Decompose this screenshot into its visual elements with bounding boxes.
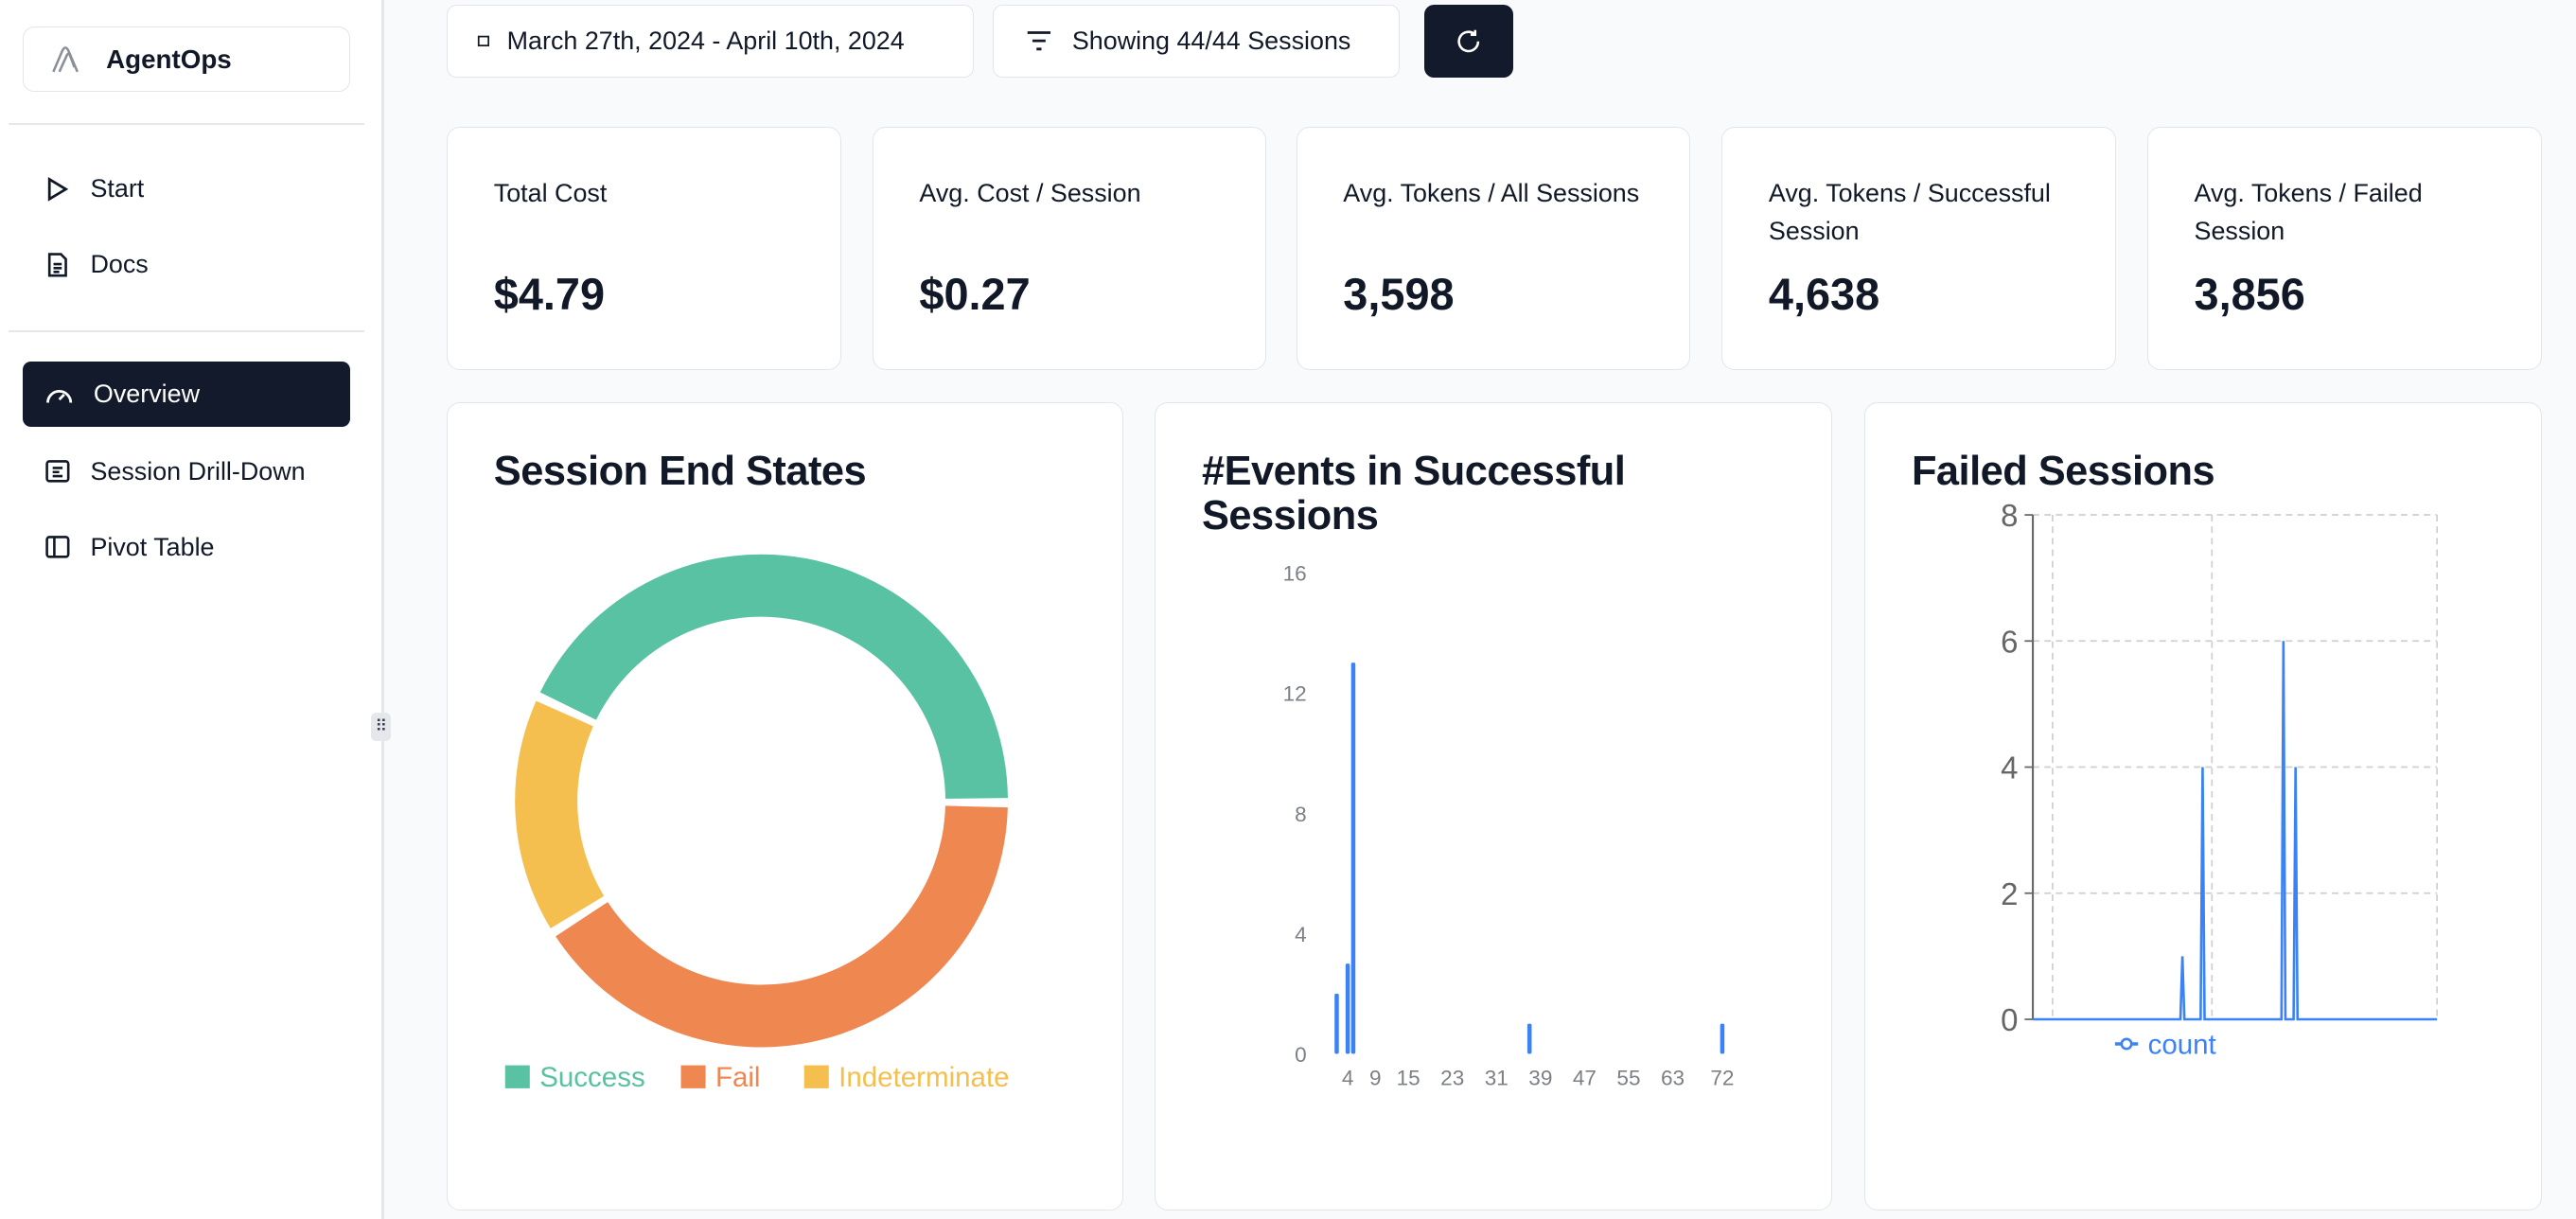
histogram-bar	[1720, 1023, 1725, 1054]
stat-value: 4,638	[1768, 269, 1880, 319]
legend-label: count	[2148, 1030, 2216, 1061]
session-filter-button[interactable]: Showing 44/44 Sessions	[992, 5, 1401, 78]
stat-card: Avg. Tokens / Failed Session 3,856	[2146, 126, 2542, 370]
brand-logo[interactable]: AgentOps	[23, 26, 351, 93]
stat-card: Avg. Tokens / All Sessions 3,598	[1296, 126, 1691, 370]
session-end-states-chart: Success Fail Indeterminate	[504, 555, 1010, 1093]
date-range-picker[interactable]: March 27th, 2024 - April 10th, 2024	[447, 5, 975, 78]
histogram-bar	[1351, 662, 1356, 1054]
stat-card: Total Cost $4.79	[447, 126, 841, 370]
histogram-bar	[1346, 963, 1350, 1054]
y-tick-label: 0	[2001, 1002, 2018, 1037]
sidebar-item-label: Start	[90, 174, 145, 203]
x-tick-label: 9	[1369, 1067, 1382, 1090]
stat-value: $0.27	[919, 269, 1031, 319]
x-tick-label: 39	[1529, 1067, 1553, 1090]
calendar-icon	[478, 36, 490, 47]
x-tick-label: 55	[1617, 1067, 1641, 1090]
document-icon	[47, 252, 67, 277]
histogram-bar	[1527, 1023, 1532, 1054]
pie-slice-fail	[556, 805, 1009, 1048]
sidebar-item-label: Overview	[93, 380, 200, 409]
date-range-label: March 27th, 2024 - April 10th, 2024	[506, 26, 905, 55]
sidebar-item-session-drill-down[interactable]: Session Drill-Down	[23, 439, 349, 504]
y-tick-label: 4	[1296, 923, 1308, 946]
legend-swatch	[680, 1065, 706, 1089]
legend-label: Indeterminate	[838, 1062, 1009, 1093]
pie-slice-indeterminate	[515, 700, 605, 929]
refresh-button[interactable]	[1424, 5, 1513, 78]
filter-icon	[1027, 31, 1051, 51]
chart-title: Failed Sessions	[1911, 448, 2215, 494]
failed-sessions-chart: 0 2 4 6 8 count	[2001, 499, 2439, 1061]
legend-label: Fail	[715, 1062, 761, 1093]
panel-icon	[45, 536, 70, 558]
legend-label: Success	[539, 1062, 645, 1093]
y-tick-label: 4	[2001, 751, 2018, 786]
count-series-line	[2033, 641, 2438, 1021]
legend-swatch	[803, 1065, 829, 1089]
stat-label: Avg. Cost / Session	[919, 179, 1141, 208]
y-tick-label: 0	[1296, 1043, 1308, 1067]
sidebar-item-start[interactable]: Start	[23, 156, 349, 221]
stat-label: Total Cost	[493, 179, 608, 208]
play-icon	[47, 176, 69, 202]
chart-title: Session End States	[493, 448, 867, 494]
sidebar-item-pivot-table[interactable]: Pivot Table	[23, 514, 349, 579]
brand-name: AgentOps	[106, 44, 232, 74]
legend-swatch	[504, 1065, 530, 1089]
y-tick-label: 8	[1296, 803, 1308, 826]
x-tick-label: 63	[1661, 1067, 1685, 1090]
x-tick-label: 31	[1485, 1067, 1509, 1090]
y-tick-label: 2	[2001, 876, 2018, 911]
stat-label: Avg. Tokens / Failed Session	[2194, 179, 2423, 245]
x-tick-label: 4	[1342, 1067, 1354, 1090]
y-tick-label: 16	[1283, 562, 1307, 586]
paperclip-logo-icon	[51, 45, 79, 72]
session-end-states-card: Session End States Success Fail Indetermin…	[447, 402, 1124, 1211]
stat-value: 3,856	[2194, 269, 2305, 319]
gauge-icon	[45, 389, 73, 403]
divider	[8, 329, 365, 332]
legend-marker-icon	[2120, 1037, 2133, 1051]
stat-card: Avg. Tokens / Successful Session 4,638	[1721, 126, 2116, 370]
y-tick-label: 12	[1283, 682, 1307, 706]
failed-sessions-card: Failed Sessions 0 2 4 6 8 count	[1864, 402, 2542, 1211]
events-successful-card: #Events in Successful Sessions 0 4 8 12 16 4 9…	[1155, 402, 1832, 1211]
x-tick-label: 15	[1397, 1067, 1420, 1090]
sidebar-item-label: Pivot Table	[90, 532, 215, 561]
chart-title: #Events in Successful Sessions	[1202, 448, 1626, 539]
pie-slice-success	[539, 555, 1009, 800]
session-filter-label: Showing 44/44 Sessions	[1071, 26, 1351, 55]
x-tick-label: 72	[1711, 1067, 1735, 1090]
stat-label: Avg. Tokens / Successful Session	[1768, 179, 2051, 245]
stat-value: $4.79	[493, 269, 606, 319]
x-tick-label: 47	[1573, 1067, 1597, 1090]
sidebar: AgentOps Start Docs Overview Session Dri…	[0, 0, 384, 1219]
list-icon	[45, 460, 70, 483]
stat-card: Avg. Cost / Session $0.27	[872, 126, 1267, 370]
y-tick-label: 6	[2001, 625, 2018, 660]
x-tick-label: 23	[1441, 1067, 1465, 1090]
sidebar-item-docs[interactable]: Docs	[23, 232, 349, 297]
refresh-icon	[1457, 29, 1480, 52]
stat-value: 3,598	[1343, 269, 1455, 319]
histogram-bar	[1334, 994, 1340, 1054]
sidebar-item-label: Docs	[90, 249, 149, 278]
y-tick-label: 8	[2001, 499, 2018, 534]
sidebar-item-label: Session Drill-Down	[90, 456, 306, 486]
sidebar-item-overview[interactable]: Overview	[23, 361, 350, 428]
resize-handle[interactable]: ⠿	[371, 713, 392, 741]
divider	[8, 123, 365, 125]
stat-label: Avg. Tokens / All Sessions	[1343, 179, 1640, 208]
